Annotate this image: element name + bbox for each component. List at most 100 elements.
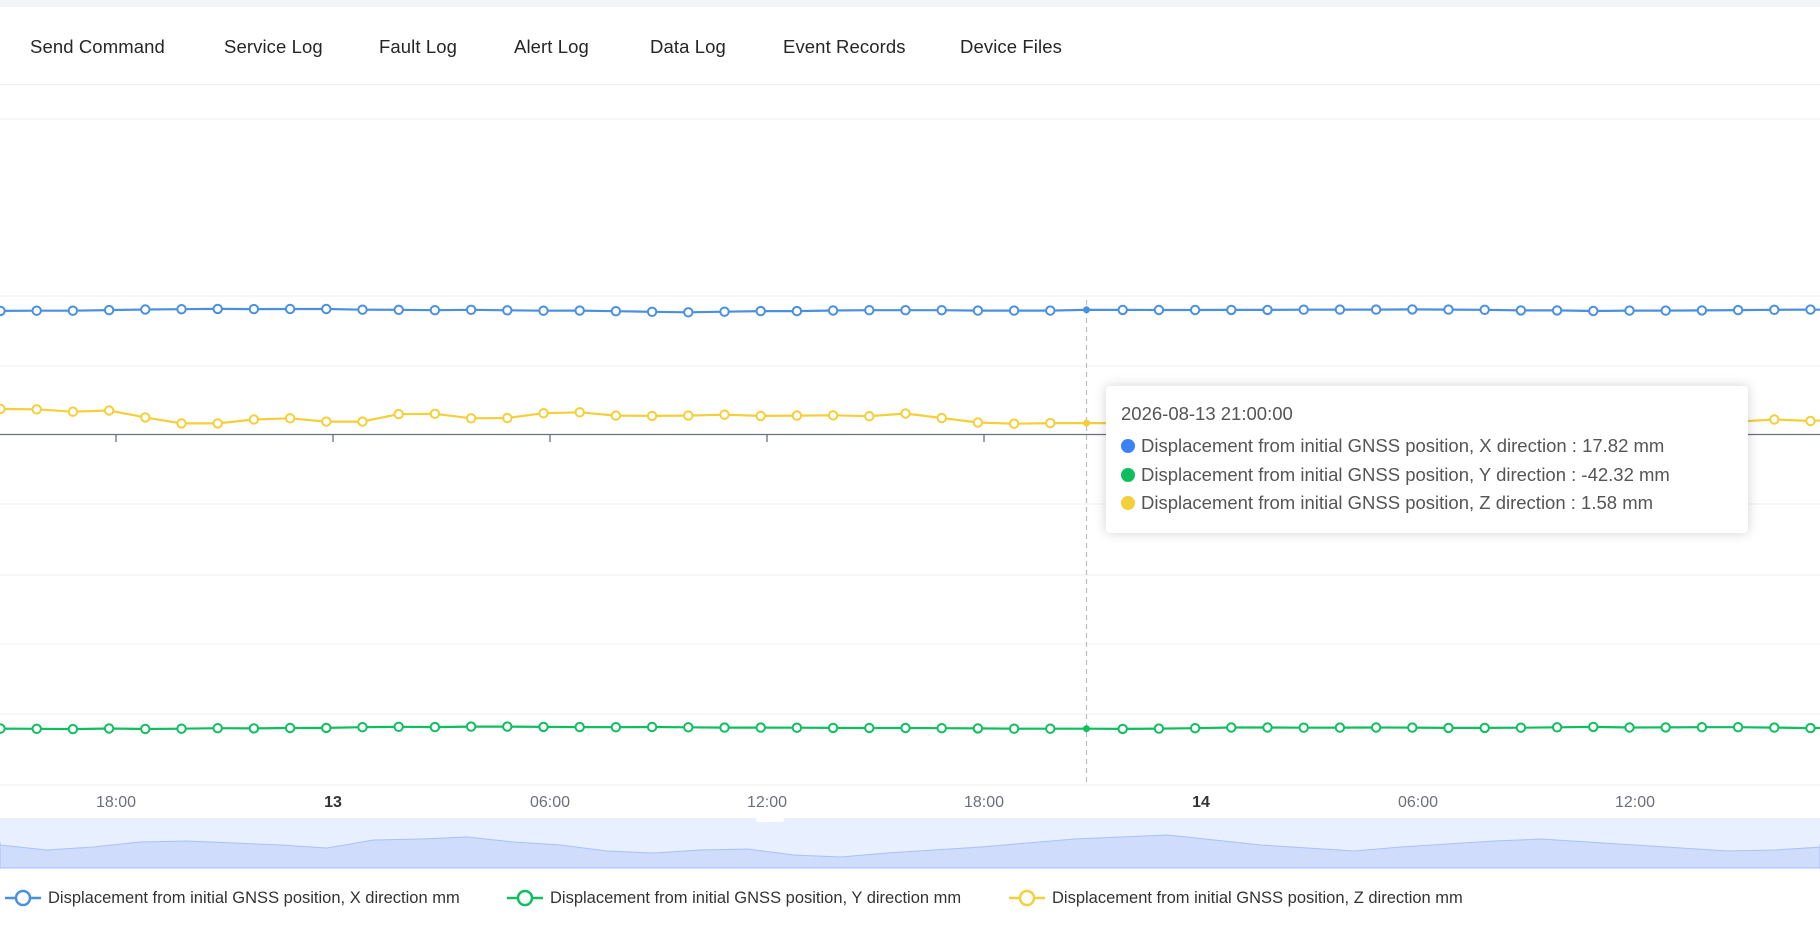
data-point: [465, 413, 477, 424]
data-point: [357, 304, 368, 315]
data-point: [31, 404, 42, 415]
data-point: [1226, 722, 1237, 733]
data-point: [1008, 418, 1020, 429]
data-point: [683, 410, 694, 421]
data-point: [502, 721, 513, 732]
tab-send-command[interactable]: Send Command: [30, 36, 165, 57]
data-point: [900, 305, 911, 316]
data-point: [1696, 722, 1708, 733]
data-point: [1370, 304, 1382, 315]
legend-item-y[interactable]: Displacement from initial GNSS position,…: [507, 888, 961, 908]
data-point: [1407, 722, 1418, 733]
data-point: [67, 305, 79, 316]
data-point: [646, 721, 658, 733]
data-point: [140, 304, 151, 315]
tab-bar: Send Command Service Log Fault Log Alert…: [0, 7, 1820, 85]
data-point: [1624, 722, 1635, 733]
data-point: [1551, 305, 1563, 316]
data-point: [610, 410, 622, 421]
x-axis: 18:00 13 06:00 12:00 18:00 14 06:00 12:00: [0, 300, 1820, 811]
data-point: [538, 305, 549, 316]
legend-item-x[interactable]: Displacement from initial GNSS position,…: [5, 888, 460, 908]
data-point: [936, 412, 947, 424]
data-point: [1226, 304, 1237, 316]
tab-device-files[interactable]: Device Files: [960, 36, 1062, 57]
data-point: [683, 722, 694, 733]
data-point: [683, 307, 694, 318]
data-point: [1117, 304, 1128, 316]
data-point: [31, 305, 42, 316]
data-point: [538, 408, 549, 419]
tooltip-row-y-text: Displacement from initial GNSS position,…: [1141, 463, 1670, 485]
data-point: [1805, 304, 1816, 315]
data-point: [1334, 722, 1346, 733]
data-point: [1407, 304, 1418, 315]
legend-label-y: Displacement from initial GNSS position,…: [550, 888, 962, 907]
data-point: [212, 723, 223, 734]
slider-area: [0, 834, 1820, 869]
data-point: [67, 406, 79, 417]
series-x-dot-icon: [1121, 439, 1135, 454]
data-point: [502, 305, 513, 316]
data-point: [103, 723, 115, 734]
legend-line-circle-icon: [507, 889, 543, 907]
data-point: [212, 418, 223, 429]
data-point: [429, 408, 441, 419]
tooltip-row-y: Displacement from initial GNSS position,…: [1121, 461, 1748, 490]
data-point: [1083, 419, 1090, 427]
legend-label-x: Displacement from initial GNSS position,…: [48, 888, 460, 907]
data-point: [0, 403, 6, 415]
data-point: [646, 306, 658, 317]
tab-fault-log[interactable]: Fault Log: [379, 36, 458, 57]
data-point: [1660, 722, 1671, 733]
data-point: [248, 723, 260, 734]
data-point: [719, 722, 730, 733]
data-point: [140, 412, 151, 423]
data-point: [1298, 722, 1309, 733]
data-point: [212, 303, 223, 315]
tab-service-log[interactable]: Service Log: [224, 36, 323, 57]
x-tick-label: 12:00: [747, 794, 787, 811]
legend-item-z[interactable]: Displacement from initial GNSS position,…: [1009, 888, 1463, 908]
data-point: [574, 721, 585, 733]
x-tick-label: 18:00: [96, 794, 136, 811]
data-point: [1769, 304, 1780, 315]
data-point: [646, 410, 658, 422]
data-point: [321, 303, 332, 315]
data-point: [465, 721, 477, 732]
data-point: [1660, 305, 1671, 316]
data-point: [610, 722, 622, 733]
data-point: [1189, 723, 1201, 734]
data-point: [755, 722, 766, 733]
data-point: [1153, 723, 1165, 734]
tab-data-log[interactable]: Data Log: [650, 36, 726, 57]
data-point: [827, 305, 839, 316]
data-point: [502, 412, 513, 424]
data-point: [827, 722, 839, 734]
x-tick-label: 18:00: [964, 794, 1004, 811]
data-point: [1298, 304, 1309, 315]
data-point: [1117, 723, 1128, 735]
data-point: [1008, 723, 1020, 734]
data-point: [972, 723, 984, 734]
data-point: [1769, 414, 1780, 425]
series-z-dot-icon: [1121, 496, 1135, 511]
data-zoom-slider[interactable]: [0, 818, 1820, 869]
tooltip-row-x: Displacement from initial GNSS position,…: [1121, 432, 1748, 461]
data-point: [0, 305, 6, 317]
data-point: [1588, 305, 1599, 317]
data-point: [1805, 722, 1816, 734]
data-point: [610, 306, 622, 317]
data-point: [248, 303, 260, 315]
chart-legend: Displacement from initial GNSS position,…: [0, 888, 1820, 912]
data-point: [1443, 304, 1454, 315]
data-point: [1515, 305, 1527, 316]
data-point: [465, 304, 477, 315]
tab-event-records[interactable]: Event Records: [783, 36, 906, 57]
data-point: [103, 405, 115, 416]
data-point: [284, 413, 296, 424]
x-tick-label: 06:00: [530, 794, 570, 811]
data-point: [429, 721, 441, 733]
tab-alert-log[interactable]: Alert Log: [514, 36, 589, 57]
tooltip-time: 2026-08-13 21:00:00: [1121, 403, 1293, 424]
